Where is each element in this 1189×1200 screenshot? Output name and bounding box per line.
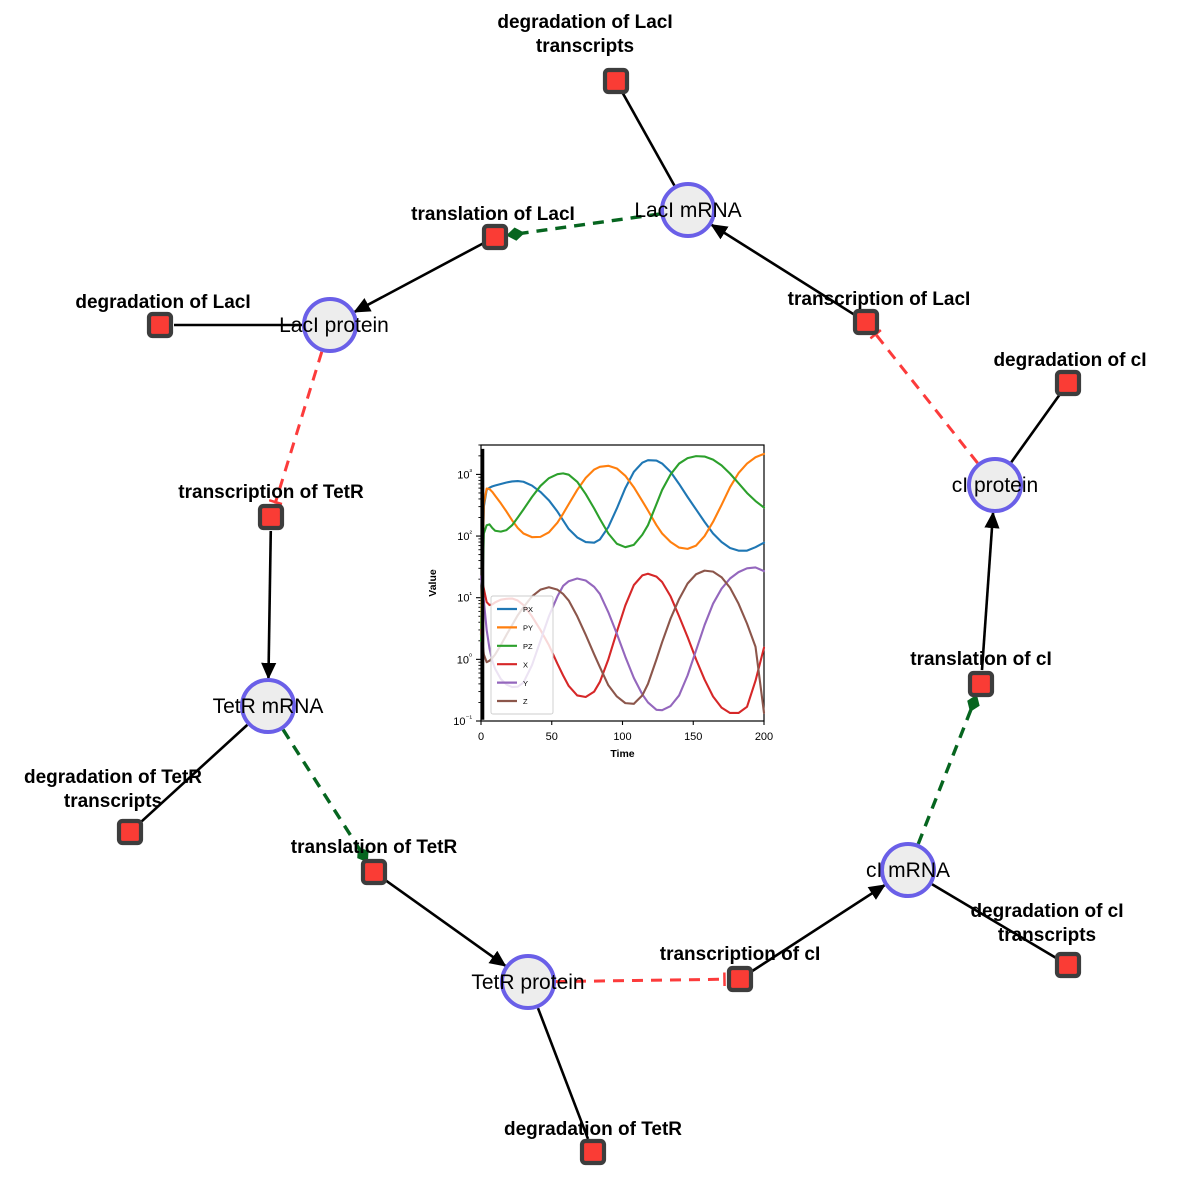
legend-label-Y: Y: [523, 679, 528, 688]
legend-label-Z: Z: [523, 697, 528, 706]
reaction-label-tx_ci: transcription of cI: [660, 944, 820, 965]
series-line-PZ: [479, 455, 766, 642]
reaction-label-tx_laci: transcription of LacI: [788, 289, 971, 310]
series-line-PY: [479, 452, 766, 636]
reaction-label-line: degradation of cI: [970, 901, 1123, 922]
species-label-laci_protein: LacI protein: [279, 314, 389, 337]
species-label-ci_protein: cI protein: [952, 474, 1038, 497]
reaction-label-line: degradation of cI: [993, 350, 1146, 371]
legend-label-PZ: PZ: [523, 642, 533, 651]
y-tick-label: 10²: [457, 529, 472, 544]
reaction-label-line: transcription of TetR: [178, 482, 364, 503]
reaction-label-line: degradation of TetR: [504, 1119, 682, 1140]
y-axis-title: Value: [427, 569, 439, 597]
species-label-tetr_mrna: TetR mRNA: [213, 695, 324, 718]
edge-ci_protein-to-deg_ci-consumption: [1010, 393, 1061, 463]
reaction-node-tx_laci[interactable]: [852, 308, 880, 336]
reaction-label-tl_laci: translation of LacI: [411, 204, 575, 225]
species-label-ci_mrna: cI mRNA: [866, 859, 950, 882]
reaction-label-line: transcription of LacI: [788, 289, 971, 310]
edge-tetr_protein-to-tx_ci-inhibition: [555, 972, 727, 986]
species-label-tetr_protein: TetR protein: [471, 971, 584, 994]
reaction-node-tl_tetr[interactable]: [360, 858, 388, 886]
legend-box: [490, 595, 554, 715]
species-node-ci_mrna[interactable]: [880, 842, 936, 898]
x-tick-label: 50: [546, 731, 558, 743]
edge-tl_ci-to-ci_protein-consumption: [980, 511, 1000, 671]
reaction-node-deg_tetr[interactable]: [579, 1138, 607, 1166]
x-axis-title: Time: [610, 748, 634, 760]
edge-tetr_protein-to-deg_tetr-consumption: [536, 1007, 590, 1140]
inset-timecourse-plot[interactable]: 0 50 100 150 200 10⁻¹ 10⁰ 10¹ 10² 10³ PX PY PZ X YZ T…: [427, 436, 773, 760]
plot-legend[interactable]: PX PY PZ X YZ: [490, 595, 554, 715]
plot-axis-labels: Time Value: [427, 569, 635, 760]
reaction-label-tl_tetr: translation of TetR: [291, 837, 458, 858]
reaction-label-line: degradation of TetR: [24, 767, 202, 788]
reaction-node-tx_ci[interactable]: [726, 965, 754, 993]
x-tick-label: 100: [613, 731, 631, 743]
species-node-laci_protein[interactable]: [302, 297, 358, 353]
edge-ci_mrna-to-deg_ci_tr-consumption: [931, 883, 1057, 959]
reaction-label-line: transcripts: [64, 791, 162, 812]
legend-label-PY: PY: [523, 624, 533, 633]
y-tick-label: 10⁰: [457, 652, 472, 667]
x-tick-label: 200: [755, 731, 773, 743]
reaction-label-line: translation of TetR: [291, 837, 458, 858]
legend-label-X: X: [523, 660, 528, 669]
edge-tetr_mrna-to-deg_tetr_tr-consumption: [139, 723, 249, 824]
species-node-tetr_mrna[interactable]: [240, 678, 296, 734]
reaction-label-tl_ci: translation of cI: [910, 649, 1051, 670]
edge-tx_laci-to-laci_mrna-consumption: [710, 223, 855, 316]
species-label-laci_mrna: LacI mRNA: [634, 199, 741, 222]
edge-laci_mrna-to-deg_laci_tr-consumption: [621, 92, 676, 187]
edge-tx_ci-to-ci_mrna-consumption: [751, 884, 886, 973]
plot-ticks: 0 50 100 150 200 10⁻¹ 10⁰ 10¹ 10² 10³: [453, 444, 773, 743]
reaction-label-tx_tetr: transcription of TetR: [178, 482, 364, 503]
x-tick-label: 0: [478, 731, 484, 743]
edge-tl_laci-to-laci_protein-consumption: [353, 242, 484, 313]
reaction-label-deg_laci: degradation of LacI: [75, 292, 250, 313]
reaction-node-tx_tetr[interactable]: [257, 503, 285, 531]
edge-ci_protein-to-tx_laci-inhibition: [869, 329, 979, 464]
reaction-node-deg_laci_tr[interactable]: [602, 67, 630, 95]
series-line-PX: [479, 459, 766, 636]
reaction-label-line: degradation of LacI: [497, 12, 672, 33]
reaction-label-line: transcripts: [998, 925, 1096, 946]
reaction-label-line: transcripts: [536, 36, 634, 57]
legend-label-PX: PX: [523, 605, 533, 614]
edge-tetr_mrna-to-tl_tetr-catalysis: [281, 728, 369, 863]
edge-ci_mrna-to-tl_ci-catalysis: [916, 694, 980, 845]
reaction-label-line: degradation of LacI: [75, 292, 250, 313]
reaction-label-line: transcription of cI: [660, 944, 820, 965]
reaction-label-deg_ci: degradation of cI: [993, 350, 1146, 371]
label-layer: LacI mRNA LacI protein TetR mRNA TetR prote…: [24, 12, 1147, 1140]
edge-tx_tetr-to-tetr_mrna-consumption: [261, 530, 277, 680]
reaction-label-deg_tetr: degradation of TetR: [504, 1119, 682, 1140]
edge-laci_mrna-to-tl_laci-catalysis: [506, 212, 661, 241]
reaction-node-deg_ci[interactable]: [1054, 369, 1082, 397]
reaction-label-deg_laci_tr: degradation of LacI transcripts: [497, 12, 672, 57]
node-layer: [116, 67, 1082, 1166]
species-node-ci_protein[interactable]: [967, 457, 1023, 513]
reaction-label-deg_tetr_tr: degradation of TetR transcripts: [24, 767, 202, 812]
edge-layer: [139, 92, 1061, 1140]
species-node-tetr_protein[interactable]: [500, 954, 556, 1010]
reaction-node-tl_laci[interactable]: [481, 223, 509, 251]
reaction-node-deg_laci[interactable]: [146, 311, 174, 339]
reaction-node-deg_ci_tr[interactable]: [1054, 951, 1082, 979]
reaction-node-deg_tetr_tr[interactable]: [116, 818, 144, 846]
x-tick-label: 150: [684, 731, 702, 743]
y-tick-label: 10³: [457, 467, 472, 482]
species-node-laci_mrna[interactable]: [660, 182, 716, 238]
reaction-label-deg_ci_tr: degradation of cI transcripts: [970, 901, 1123, 946]
reaction-label-line: translation of cI: [910, 649, 1051, 670]
edge-laci_protein-to-tx_tetr-inhibition: [268, 351, 324, 506]
edge-tl_tetr-to-tetr_protein-consumption: [384, 879, 507, 967]
reaction-node-tl_ci[interactable]: [967, 670, 995, 698]
y-tick-label: 10¹: [457, 590, 472, 605]
y-tick-label: 10⁻¹: [453, 714, 472, 729]
reaction-label-line: translation of LacI: [411, 204, 575, 225]
